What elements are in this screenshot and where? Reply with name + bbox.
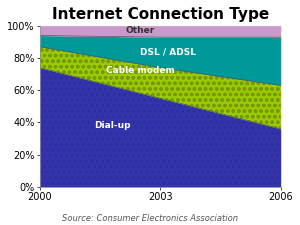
Text: DSL / ADSL: DSL / ADSL — [140, 47, 196, 56]
Text: Cable modem: Cable modem — [106, 66, 175, 75]
Text: Source: Consumer Electronics Association: Source: Consumer Electronics Association — [62, 214, 238, 223]
Text: Dial-up: Dial-up — [94, 121, 130, 130]
Title: Internet Connection Type: Internet Connection Type — [52, 7, 269, 22]
Text: Other: Other — [126, 26, 155, 35]
